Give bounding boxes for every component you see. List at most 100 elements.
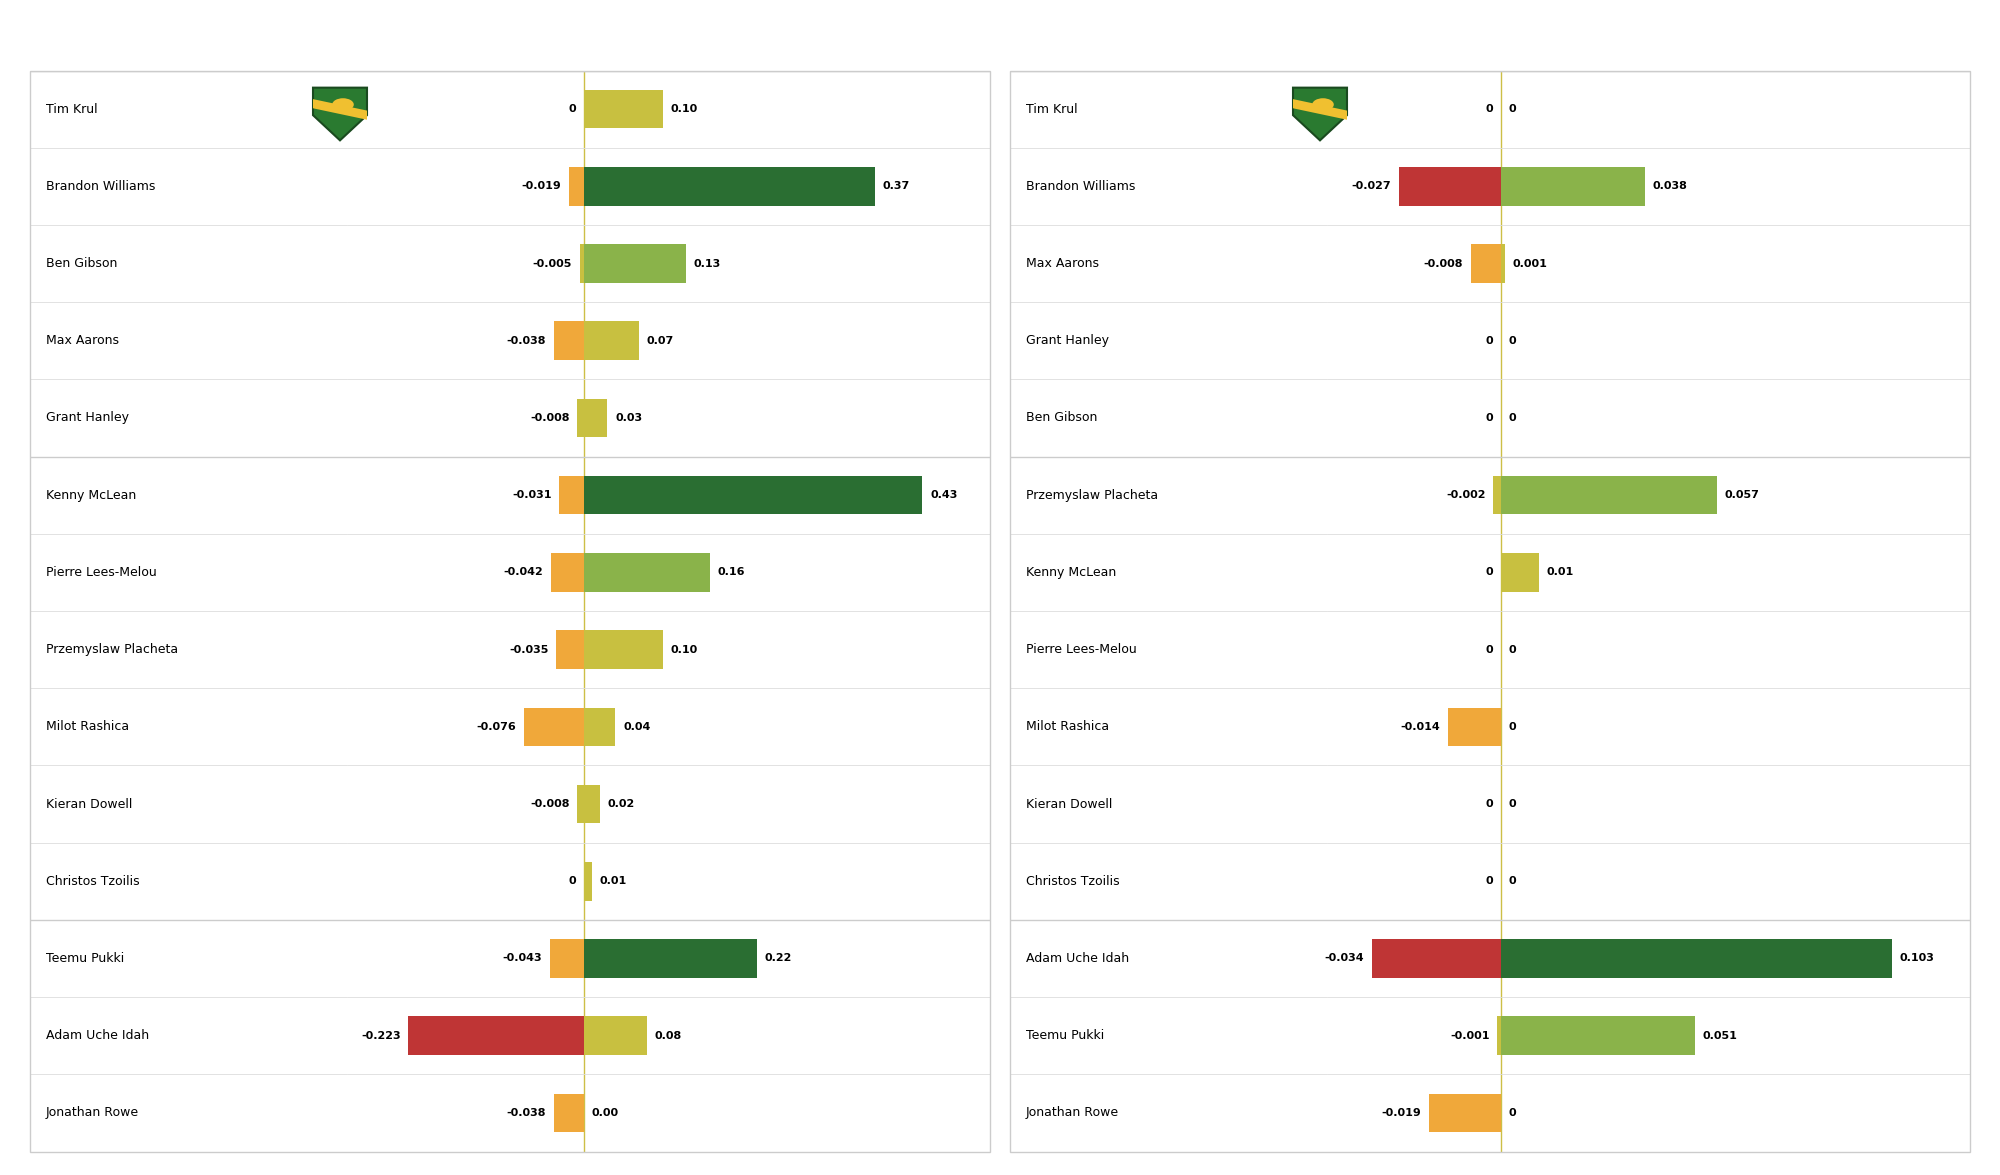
Text: Kieran Dowell: Kieran Dowell <box>46 798 132 811</box>
Bar <box>560 476 584 515</box>
Text: Max Aarons: Max Aarons <box>46 334 118 348</box>
Text: -0.042: -0.042 <box>504 568 544 577</box>
Text: 0: 0 <box>1508 412 1516 423</box>
Bar <box>1500 939 1892 978</box>
Text: 0.07: 0.07 <box>646 336 674 345</box>
Text: Christos Tzoilis: Christos Tzoilis <box>1026 874 1120 888</box>
Text: -0.043: -0.043 <box>502 953 542 964</box>
Bar <box>568 167 584 206</box>
Text: 0.37: 0.37 <box>882 181 910 192</box>
Text: Kenny McLean: Kenny McLean <box>46 489 136 502</box>
Text: 0: 0 <box>1486 799 1494 810</box>
Text: 0.08: 0.08 <box>654 1030 682 1041</box>
Text: -0.223: -0.223 <box>360 1030 400 1041</box>
Text: -0.019: -0.019 <box>1382 1108 1422 1117</box>
Text: 0: 0 <box>1486 877 1494 886</box>
Text: 0: 0 <box>1508 336 1516 345</box>
Text: 0: 0 <box>568 105 576 114</box>
Text: 0.00: 0.00 <box>592 1108 618 1117</box>
Text: -0.019: -0.019 <box>522 181 562 192</box>
Bar <box>550 939 584 978</box>
Text: -0.014: -0.014 <box>1400 721 1440 732</box>
Text: 0: 0 <box>1508 645 1516 654</box>
Text: Grant Hanley: Grant Hanley <box>46 411 128 424</box>
Text: Kieran Dowell: Kieran Dowell <box>1026 798 1112 811</box>
Text: 0.03: 0.03 <box>616 412 642 423</box>
Bar <box>554 322 584 360</box>
Text: -0.008: -0.008 <box>530 799 570 810</box>
Text: 0.038: 0.038 <box>1652 181 1688 192</box>
Bar <box>580 244 584 283</box>
Bar <box>1398 167 1500 206</box>
Bar <box>584 167 876 206</box>
Bar <box>584 89 662 128</box>
Text: Przemyslaw Placheta: Przemyslaw Placheta <box>46 643 178 656</box>
Text: Adam Uche Idah: Adam Uche Idah <box>1026 952 1128 965</box>
Bar <box>584 707 616 746</box>
Bar <box>584 553 710 592</box>
Text: Brandon Williams: Brandon Williams <box>1026 180 1136 193</box>
Bar <box>1470 244 1500 283</box>
Text: Teemu Pukki: Teemu Pukki <box>1026 1029 1104 1042</box>
Text: Grant Hanley: Grant Hanley <box>1026 334 1108 348</box>
Bar <box>1500 476 1718 515</box>
Text: 0: 0 <box>1508 1108 1516 1117</box>
Bar <box>584 322 638 360</box>
Text: 0.43: 0.43 <box>930 490 958 501</box>
Text: Ben Gibson: Ben Gibson <box>46 257 118 270</box>
Bar <box>408 1016 584 1055</box>
Text: -0.035: -0.035 <box>510 645 548 654</box>
Bar <box>1448 707 1500 746</box>
Text: 0.13: 0.13 <box>694 258 722 269</box>
Text: 0.02: 0.02 <box>608 799 634 810</box>
Text: 0.10: 0.10 <box>670 645 698 654</box>
Bar <box>524 707 584 746</box>
Bar <box>1500 167 1646 206</box>
Text: -0.002: -0.002 <box>1446 490 1486 501</box>
Text: -0.008: -0.008 <box>530 412 570 423</box>
Bar <box>584 939 756 978</box>
Text: 0: 0 <box>1486 336 1494 345</box>
Text: 0: 0 <box>1508 877 1516 886</box>
Text: Adam Uche Idah: Adam Uche Idah <box>46 1029 148 1042</box>
Text: -0.001: -0.001 <box>1450 1030 1490 1041</box>
Bar <box>556 630 584 669</box>
Text: -0.031: -0.031 <box>512 490 552 501</box>
Bar <box>1428 1094 1500 1133</box>
Text: 0.01: 0.01 <box>1546 568 1574 577</box>
Text: 0: 0 <box>1486 412 1494 423</box>
Bar <box>584 630 662 669</box>
Text: Kenny McLean: Kenny McLean <box>1026 566 1116 579</box>
Text: Milot Rashica: Milot Rashica <box>46 720 128 733</box>
Text: 0: 0 <box>1486 568 1494 577</box>
Text: -0.038: -0.038 <box>506 336 546 345</box>
Text: Jonathan Rowe: Jonathan Rowe <box>46 1107 138 1120</box>
Text: -0.027: -0.027 <box>1352 181 1390 192</box>
Text: 0: 0 <box>1486 645 1494 654</box>
Bar <box>584 862 592 900</box>
Text: -0.038: -0.038 <box>506 1108 546 1117</box>
Bar <box>1500 1016 1694 1055</box>
Text: 0.103: 0.103 <box>1900 953 1934 964</box>
Text: Christos Tzoilis: Christos Tzoilis <box>46 874 140 888</box>
Text: Milot Rashica: Milot Rashica <box>1026 720 1108 733</box>
Text: -0.076: -0.076 <box>476 721 516 732</box>
Bar <box>1500 244 1504 283</box>
Bar <box>584 476 922 515</box>
Bar <box>1372 939 1500 978</box>
Bar <box>1500 553 1538 592</box>
Text: 0.051: 0.051 <box>1702 1030 1738 1041</box>
Text: 0: 0 <box>1508 105 1516 114</box>
Text: 0.057: 0.057 <box>1724 490 1760 501</box>
Text: 0.22: 0.22 <box>764 953 792 964</box>
Text: Przemyslaw Placheta: Przemyslaw Placheta <box>1026 489 1158 502</box>
Text: 0: 0 <box>568 877 576 886</box>
Text: -0.034: -0.034 <box>1324 953 1364 964</box>
Bar <box>550 553 584 592</box>
Text: 0.001: 0.001 <box>1512 258 1548 269</box>
Bar <box>554 1094 584 1133</box>
Text: 0.04: 0.04 <box>624 721 650 732</box>
Text: Pierre Lees-Melou: Pierre Lees-Melou <box>46 566 156 579</box>
Text: 0: 0 <box>1508 721 1516 732</box>
Bar <box>584 244 686 283</box>
